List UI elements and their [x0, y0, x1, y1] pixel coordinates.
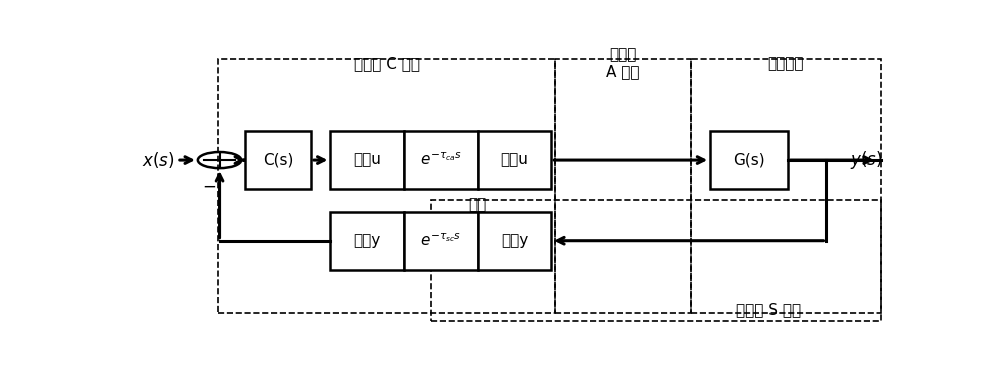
Text: 控制器 C 节点: 控制器 C 节点	[354, 56, 420, 71]
Bar	[404, 212, 478, 270]
Text: $y(s)$: $y(s)$	[850, 149, 883, 171]
Bar	[404, 131, 478, 189]
Bar	[478, 212, 551, 270]
Text: $e^{-\tau_{ca}s}$: $e^{-\tau_{ca}s}$	[420, 152, 462, 168]
Text: 传感器 S 节点: 传感器 S 节点	[736, 302, 801, 317]
Bar	[478, 131, 551, 189]
Bar	[245, 131, 311, 189]
Bar	[218, 59, 555, 313]
Bar	[555, 59, 691, 313]
Text: 发送y: 发送y	[501, 233, 528, 248]
Bar	[691, 59, 881, 313]
Text: $x(s)$: $x(s)$	[142, 150, 175, 170]
Text: C(s): C(s)	[263, 153, 293, 168]
Text: 接收y: 接收y	[354, 233, 381, 248]
Text: 发送u: 发送u	[353, 153, 381, 168]
Text: $e^{-\tau_{sc}s}$: $e^{-\tau_{sc}s}$	[420, 232, 461, 249]
Text: 接收u: 接收u	[501, 153, 528, 168]
Text: $-$: $-$	[202, 177, 216, 195]
Text: 被控对象: 被控对象	[767, 56, 804, 71]
Bar	[431, 200, 881, 321]
Text: 网络: 网络	[468, 197, 487, 212]
Bar	[710, 131, 788, 189]
Text: G(s): G(s)	[733, 153, 765, 168]
Bar	[330, 131, 404, 189]
Bar	[330, 212, 404, 270]
Text: 执行器
A 节点: 执行器 A 节点	[606, 47, 639, 79]
